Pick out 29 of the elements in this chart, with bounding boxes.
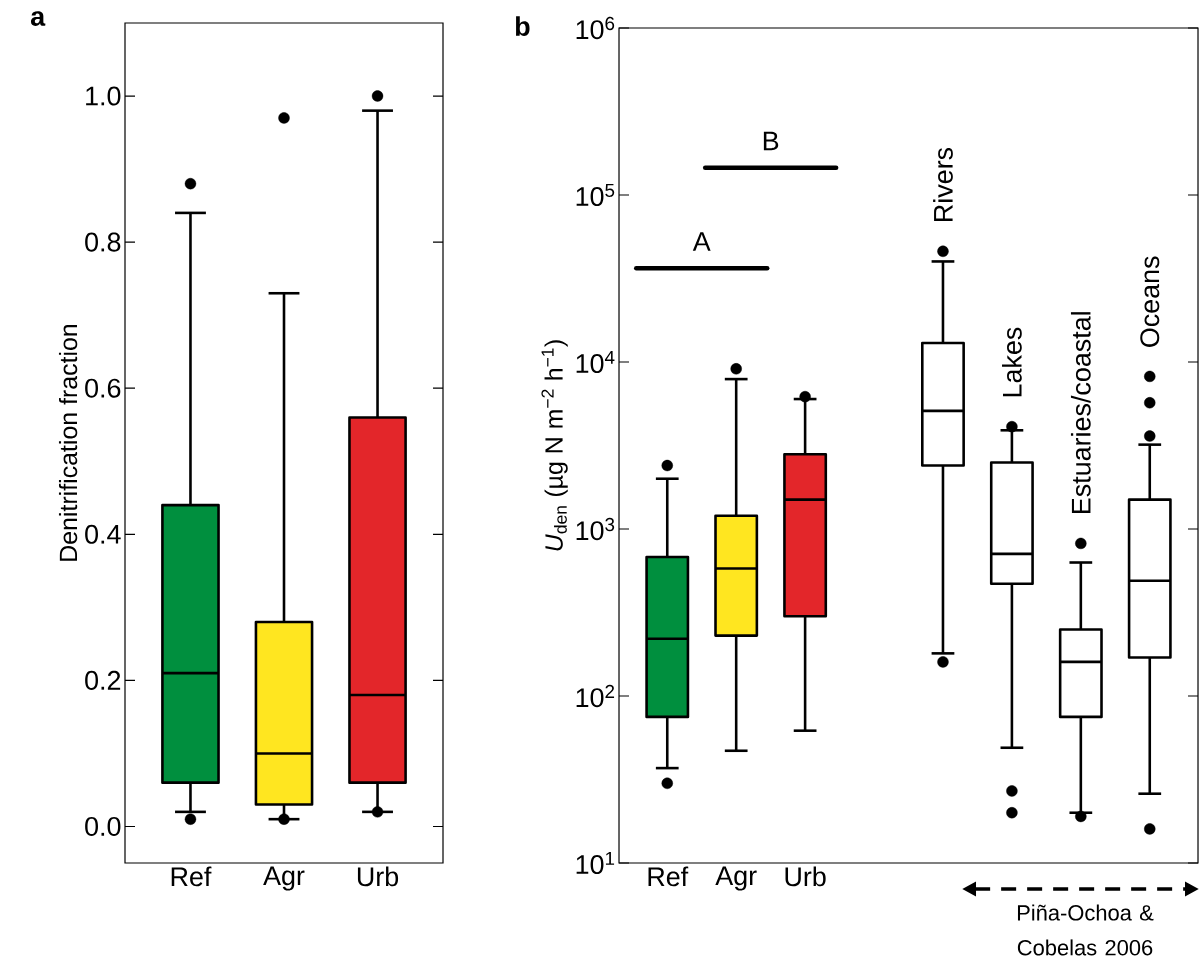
y-tick-label: 0.0 — [85, 816, 121, 836]
x-tick-label: Oceans — [1140, 256, 1160, 347]
y-axis-title: Denitrification fraction — [58, 324, 78, 561]
y-tick-label: 10$^{5}$ — [576, 183, 615, 207]
x-tick-label: Ref — [648, 866, 689, 887]
x-tick-label: Urb — [357, 866, 399, 887]
y-tick-label: 10$^{3}$ — [576, 517, 615, 541]
x-tick-label: Lakes — [1002, 327, 1022, 397]
y-axis-title: U$_{den}$ (µg N m$^{−2}$ h$^{−1}$) — [541, 340, 568, 551]
y-tick-label: 0.8 — [85, 232, 121, 252]
text: Piña-Ochoa & Cobelas 2006 — [1017, 904, 1154, 956]
y-tick-label: 10$^{1}$ — [576, 851, 615, 875]
annotation: A — [692, 232, 711, 251]
y-tick-label: 10$^{2}$ — [576, 684, 615, 708]
x-tick-label: Ref — [171, 866, 212, 887]
x-tick-label: Estuaries/coastal — [1070, 312, 1091, 513]
x-tick-label: Urb — [785, 866, 826, 887]
y-tick-label: 0.4 — [85, 524, 121, 544]
chart-title: b — [515, 16, 530, 36]
y-tick-label: 10$^{4}$ — [576, 350, 615, 374]
y-tick-label: 0.6 — [85, 378, 121, 398]
y-tick-label: 1.0 — [86, 86, 121, 106]
x-tick-label: Agr — [263, 866, 305, 891]
y-tick-label: 0.2 — [85, 670, 121, 690]
chart-title: a — [30, 11, 46, 26]
y-tick-label: 10$^{6}$ — [576, 16, 615, 40]
x-tick-label: Agr — [715, 866, 757, 891]
x-tick-label: Rivers — [933, 147, 953, 221]
annotation: B — [763, 131, 779, 151]
